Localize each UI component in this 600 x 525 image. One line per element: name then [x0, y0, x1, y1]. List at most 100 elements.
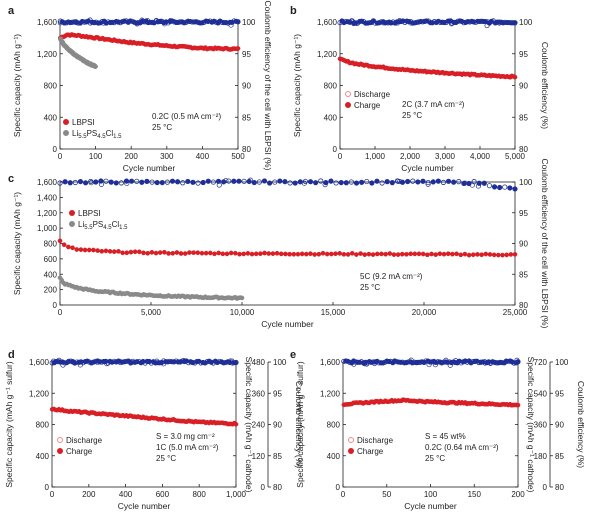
data-point [228, 250, 234, 256]
ce-point [277, 178, 283, 184]
ce-point [374, 178, 380, 184]
ce-point [117, 358, 123, 364]
data-point [445, 251, 451, 257]
ce-point [62, 179, 68, 185]
y-tick-label: 400 [36, 452, 50, 461]
data-point [487, 252, 493, 257]
x-tick-label: 0 [58, 308, 63, 317]
data-point [182, 251, 188, 256]
y-tick-label: 800 [327, 421, 341, 430]
data-point [345, 252, 351, 257]
data-point [132, 249, 138, 255]
y-tick-label: 1,600 [317, 18, 338, 27]
y2-tick-label: 90 [555, 421, 564, 430]
ce-point [272, 179, 278, 185]
data-point [86, 247, 92, 253]
legend-marker [69, 221, 75, 227]
data-point [295, 251, 301, 257]
data-point [475, 252, 480, 257]
cathode-tick-label: 0 [261, 483, 266, 492]
x-tick-label: 0 [58, 152, 63, 161]
y-tick-label: 1,600 [37, 178, 58, 187]
ce-point [447, 362, 453, 368]
chart-panel-a: a 0 100 200 300 400 500 0 400 800 1,200 1,600 80 85 90… [8, 1, 273, 173]
ce-point [420, 178, 426, 184]
ce-point [241, 178, 247, 184]
ce-point [354, 20, 360, 27]
ce-point [445, 178, 452, 184]
ce-point [57, 20, 63, 26]
ce-point [215, 178, 222, 184]
data-point [107, 249, 113, 254]
y2-tick-label: 80 [555, 483, 564, 492]
ce-point [389, 180, 395, 186]
formula-element: Li [78, 220, 84, 229]
x-tick-label: 1,000 [226, 490, 247, 499]
ce-point [415, 179, 421, 185]
data-point [270, 251, 276, 256]
data-point [149, 249, 155, 255]
data-point [515, 402, 521, 408]
ce-point [482, 360, 488, 366]
ce-point [128, 178, 135, 184]
series-coulomb-efficiency [337, 18, 518, 29]
formula-subscript: 1.5 [113, 134, 122, 140]
cathode-tick-label: 720 [534, 358, 548, 367]
data-point [157, 250, 163, 255]
series-coulomb-efficiency [49, 357, 239, 368]
ce-point [448, 21, 455, 27]
formula-element: Cl [112, 220, 120, 229]
y-tick-label: 1,200 [37, 50, 58, 59]
y-tick-label: 1,400 [37, 193, 58, 202]
ce-point [487, 360, 493, 367]
y-tick-label: 1,600 [320, 358, 341, 367]
data-point [91, 247, 96, 253]
y2-tick-label: 85 [519, 270, 528, 279]
ce-point [134, 178, 140, 184]
y-tick-label: 1,200 [320, 389, 341, 398]
data-point [349, 250, 355, 256]
x-tick-label: 0 [338, 152, 343, 161]
ce-point [195, 180, 201, 186]
y2-tick-label: 85 [555, 452, 564, 461]
ce-point [440, 179, 447, 185]
data-point [195, 250, 201, 256]
y-tick-label: 1,200 [29, 389, 50, 398]
ce-point [67, 180, 73, 186]
ce-point [267, 180, 273, 186]
x-tick-label: 800 [193, 490, 207, 499]
data-point [237, 251, 242, 257]
ce-point [338, 179, 344, 186]
legend-marker [57, 448, 63, 454]
series-li5-5ps4-5cl1-5 [57, 275, 245, 301]
y2-axis-label: Coulomb efficiency (%) [576, 381, 586, 468]
y-tick-label: 400 [327, 452, 341, 461]
ce-point [161, 21, 168, 27]
data-point [370, 252, 376, 257]
data-point [235, 46, 241, 51]
data-point [245, 251, 251, 256]
data-point [470, 252, 476, 258]
data-point [232, 250, 238, 256]
cathode-tick-label: 480 [252, 358, 266, 367]
ce-point [57, 180, 63, 186]
legend-label: Charge [354, 101, 381, 110]
x-axis-label: Cycle number [401, 163, 454, 173]
cathode-tick-label: 360 [534, 421, 548, 430]
annotation: 1C (5.0 mA cm⁻²) [156, 443, 219, 452]
y2-tick-label: 95 [555, 389, 564, 398]
ce-point [73, 19, 79, 25]
ce-point [502, 184, 508, 190]
y2-tick-label: 85 [519, 113, 528, 122]
y-tick-label: 1,600 [37, 18, 58, 27]
y2-tick-label: 80 [519, 301, 528, 310]
ce-point [361, 361, 368, 367]
annotation: 25 °C [425, 454, 445, 463]
y2-axis-label: Coulomb efficiency of the cell with LBPS… [540, 159, 550, 329]
data-point [316, 251, 322, 257]
data-point [404, 251, 409, 257]
ce-point [180, 180, 186, 186]
ce-point [226, 178, 232, 184]
data-point [216, 250, 221, 256]
data-point [333, 251, 338, 257]
